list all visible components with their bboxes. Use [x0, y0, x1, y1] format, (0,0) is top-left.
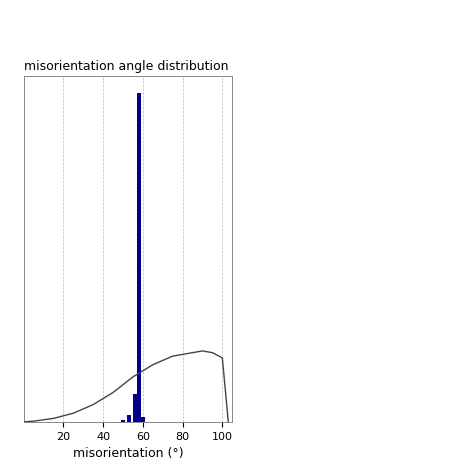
Bar	[137, 93, 141, 422]
Bar	[141, 418, 145, 422]
Bar	[127, 415, 131, 422]
Bar	[133, 394, 137, 422]
Text: misorientation angle distribution: misorientation angle distribution	[24, 60, 228, 73]
X-axis label: misorientation (°): misorientation (°)	[73, 447, 183, 460]
Bar	[121, 420, 125, 422]
